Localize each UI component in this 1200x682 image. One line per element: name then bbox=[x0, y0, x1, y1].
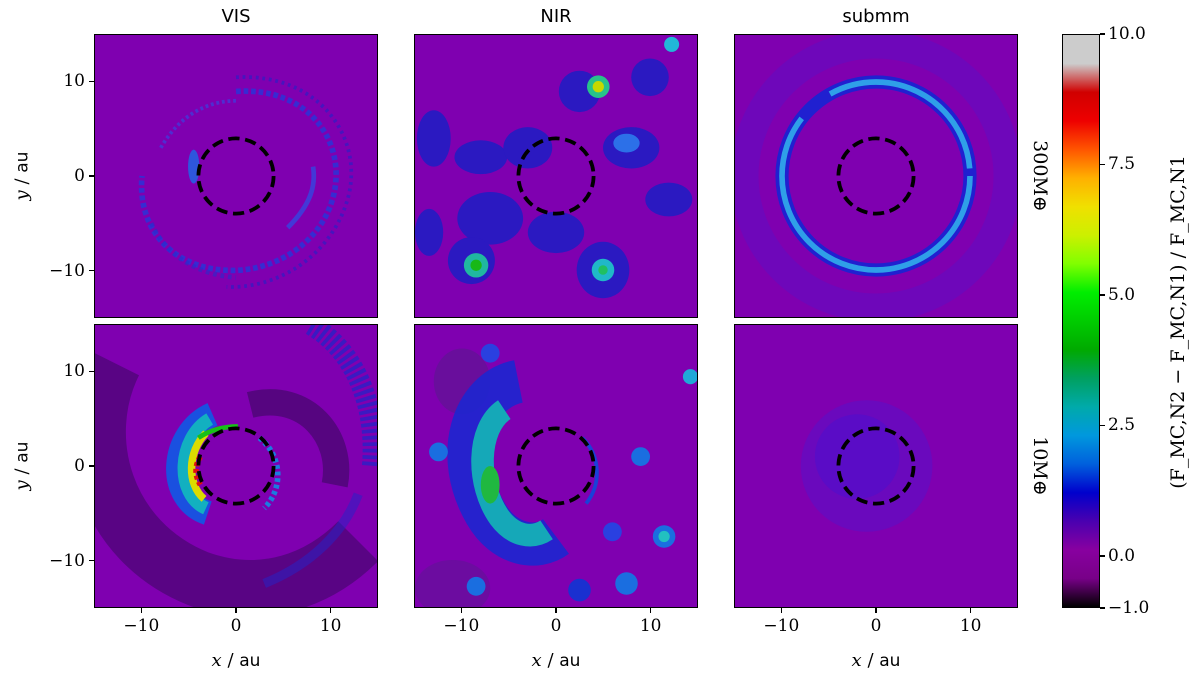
colorbar-label: (F_MC,N2 − F_MC,N1) / F_MC,N1 bbox=[1167, 155, 1189, 489]
x-tick-mark bbox=[555, 608, 557, 613]
heatmap-submm-300 bbox=[735, 35, 1017, 317]
panel-vis-300 bbox=[94, 34, 378, 318]
y-tick-mark bbox=[89, 559, 94, 562]
x-tick-mark bbox=[460, 608, 463, 613]
x-tick-label: −10 bbox=[443, 616, 480, 636]
heatmap-vis-10 bbox=[95, 325, 377, 607]
y-tick-mark bbox=[89, 175, 94, 177]
colorbar-tick-mark bbox=[1100, 424, 1105, 427]
colorbar-tick-label: −1.0 bbox=[1108, 598, 1150, 618]
colorbar bbox=[1062, 34, 1100, 608]
x-tick-label: 10 bbox=[959, 616, 982, 636]
colorbar-tick-mark bbox=[1100, 607, 1105, 609]
colorbar-tick-label: 0.0 bbox=[1108, 545, 1136, 566]
y-tick-mark bbox=[89, 465, 94, 467]
x-tick-label: 0 bbox=[870, 616, 882, 636]
colorbar-tick-label: 2.5 bbox=[1108, 415, 1136, 436]
panel-submm-300 bbox=[734, 34, 1018, 318]
panel-submm-10 bbox=[734, 324, 1018, 608]
heatmap-nir-300 bbox=[415, 35, 697, 317]
y-tick-label: 10 bbox=[63, 71, 85, 92]
y-tick-label: −10 bbox=[49, 260, 85, 281]
row-label-10: 10M⊕ bbox=[1029, 436, 1051, 496]
x-tick-label: −10 bbox=[123, 616, 160, 636]
x-tick-mark bbox=[875, 608, 877, 613]
colorbar-tick-label: 10.0 bbox=[1108, 24, 1146, 44]
panel-nir-300 bbox=[414, 34, 698, 318]
heatmap-nir-10 bbox=[415, 325, 697, 607]
y-tick-mark bbox=[89, 269, 94, 272]
x-tick-label: 10 bbox=[639, 616, 662, 636]
heatmap-submm-10 bbox=[735, 325, 1017, 607]
x-tick-label: 0 bbox=[230, 616, 242, 636]
x-axis-label-submm: x / au bbox=[851, 650, 901, 671]
colorbar-tick-label: 5.0 bbox=[1108, 284, 1136, 305]
y-axis-label-bottom: y / au bbox=[11, 441, 33, 491]
y-tick-label: −10 bbox=[49, 550, 85, 571]
x-tick-label: 0 bbox=[550, 616, 562, 636]
x-tick-mark bbox=[140, 608, 143, 613]
colorbar-tick-label: 7.5 bbox=[1108, 154, 1136, 175]
x-tick-label: 10 bbox=[319, 616, 342, 636]
colorbar-tick-mark bbox=[1100, 163, 1105, 166]
y-axis-label-top: y / au bbox=[11, 151, 33, 201]
y-tick-label: 0 bbox=[74, 166, 85, 186]
heatmap-vis-300 bbox=[95, 35, 377, 317]
x-tick-mark bbox=[780, 608, 783, 613]
x-tick-mark bbox=[329, 608, 332, 613]
colorbar-tick-mark bbox=[1100, 555, 1105, 557]
y-tick-label: 10 bbox=[63, 361, 85, 382]
y-tick-label: 0 bbox=[74, 456, 85, 476]
panel-nir-10 bbox=[414, 324, 698, 608]
y-tick-mark bbox=[89, 80, 94, 83]
row-label-300: 300M⊕ bbox=[1029, 140, 1051, 212]
column-title-nir: NIR bbox=[540, 6, 572, 27]
x-tick-label: −10 bbox=[763, 616, 800, 636]
column-title-submm: submm bbox=[842, 6, 910, 27]
x-axis-label-nir: x / au bbox=[531, 650, 581, 671]
x-tick-mark bbox=[235, 608, 237, 613]
y-tick-mark bbox=[89, 370, 94, 373]
colorbar-tick-mark bbox=[1100, 294, 1105, 296]
column-title-vis: VIS bbox=[221, 6, 251, 27]
colorbar-tick-mark bbox=[1100, 33, 1105, 35]
x-axis-label-vis: x / au bbox=[211, 650, 261, 671]
x-tick-mark bbox=[649, 608, 652, 613]
panel-vis-10 bbox=[94, 324, 378, 608]
x-tick-mark bbox=[969, 608, 972, 613]
